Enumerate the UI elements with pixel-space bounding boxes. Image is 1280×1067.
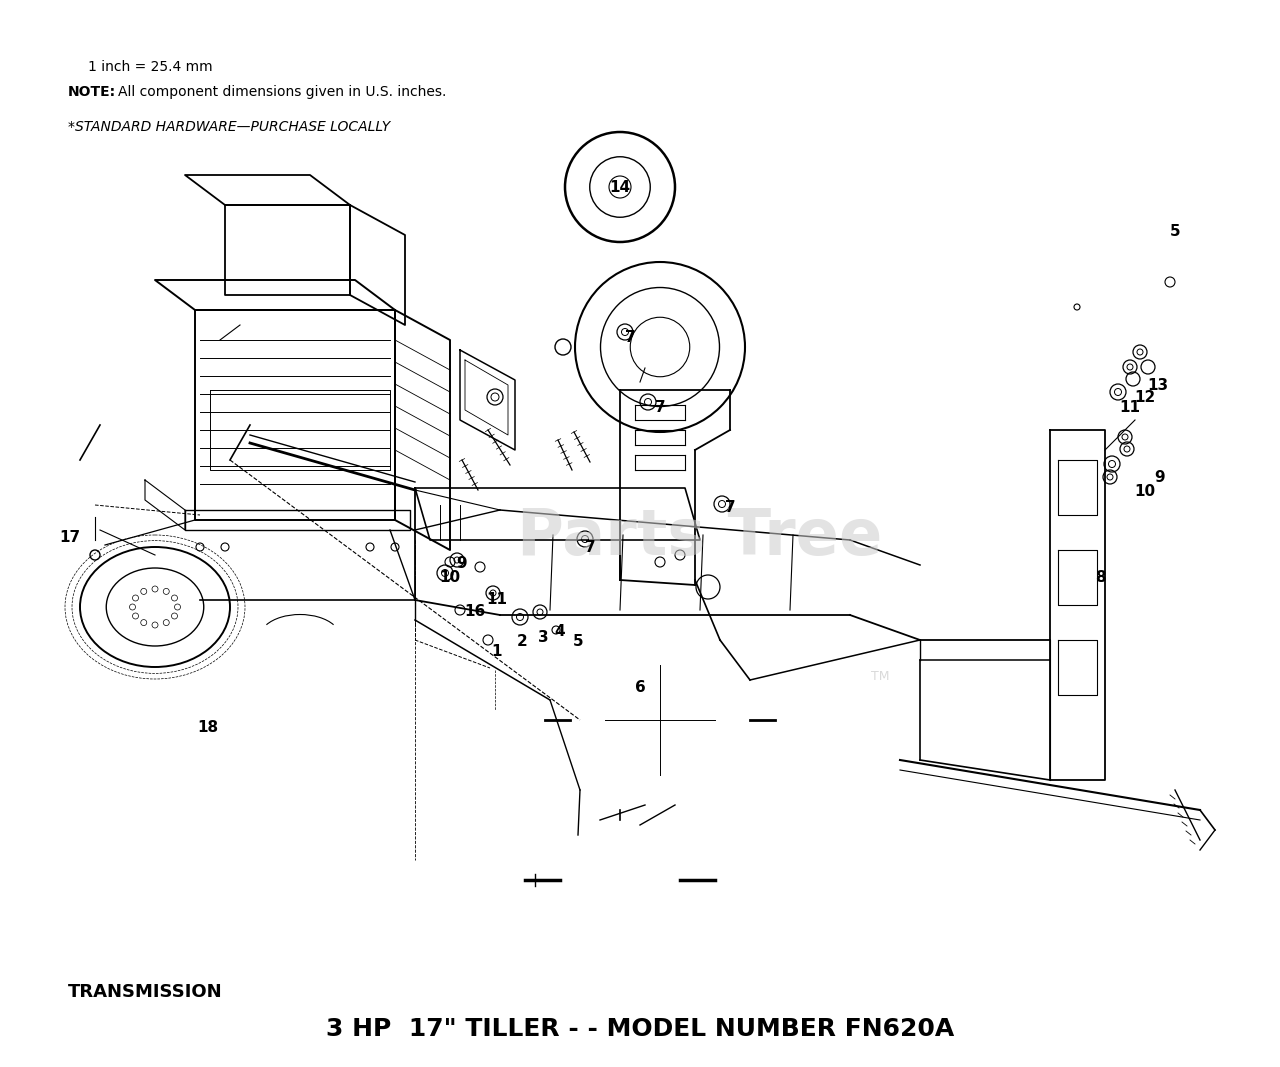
Text: 9: 9 [1155, 469, 1165, 484]
Text: 1 inch = 25.4 mm: 1 inch = 25.4 mm [88, 60, 212, 74]
Text: 10: 10 [1134, 484, 1156, 499]
Text: 11: 11 [486, 591, 507, 606]
Text: 14: 14 [609, 179, 631, 194]
Text: 13: 13 [1147, 378, 1169, 393]
Text: 4: 4 [554, 624, 566, 639]
Text: 1: 1 [492, 644, 502, 659]
Text: 12: 12 [1134, 389, 1156, 404]
Text: TM: TM [870, 670, 890, 684]
Text: All component dimensions given in U.S. inches.: All component dimensions given in U.S. i… [118, 85, 447, 99]
Text: 5: 5 [572, 635, 584, 650]
Text: NOTE:: NOTE: [68, 85, 116, 99]
Text: 10: 10 [439, 570, 461, 585]
Text: 11: 11 [1120, 399, 1140, 414]
Text: 3 HP  17" TILLER - - MODEL NUMBER FN620A: 3 HP 17" TILLER - - MODEL NUMBER FN620A [326, 1017, 954, 1041]
Text: 7: 7 [654, 399, 666, 414]
Text: 16: 16 [465, 605, 485, 620]
Text: 7: 7 [625, 330, 635, 345]
Text: 9: 9 [457, 557, 467, 572]
Text: *STANDARD HARDWARE—PURCHASE LOCALLY: *STANDARD HARDWARE—PURCHASE LOCALLY [68, 120, 390, 134]
Text: 3: 3 [538, 630, 548, 644]
Text: 18: 18 [197, 719, 219, 734]
Text: 6: 6 [635, 680, 645, 695]
Text: 17: 17 [59, 529, 81, 544]
Text: 5: 5 [1170, 224, 1180, 239]
Text: 2: 2 [517, 635, 527, 650]
Text: TRANSMISSION: TRANSMISSION [68, 983, 223, 1001]
Text: Parts Tree: Parts Tree [517, 506, 883, 568]
Text: 7: 7 [724, 499, 735, 514]
Text: 8: 8 [1094, 570, 1106, 585]
Text: 7: 7 [585, 540, 595, 555]
